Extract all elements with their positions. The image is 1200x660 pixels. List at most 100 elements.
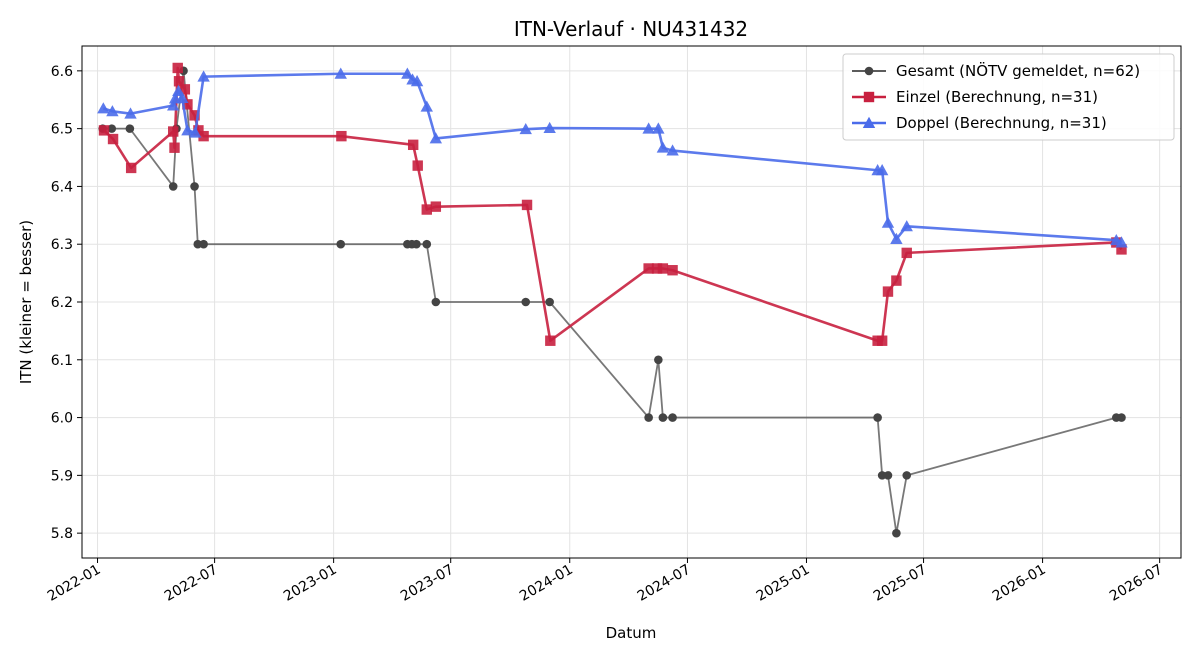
data-point xyxy=(643,263,654,274)
x-tick-label: 2025-07 xyxy=(871,562,930,605)
data-point xyxy=(651,263,663,274)
data-point xyxy=(420,100,433,112)
data-point xyxy=(652,122,665,134)
data-point xyxy=(642,122,655,134)
x-axis: 2022-01 2022-07 2023-01 2023-07 2024-01 2024-… xyxy=(45,558,1166,605)
data-point xyxy=(176,91,189,103)
data-point xyxy=(193,125,204,136)
data-point xyxy=(430,201,442,212)
data-point xyxy=(891,275,902,286)
data-point xyxy=(543,121,556,134)
data-point xyxy=(189,110,200,121)
y-tick-label: 6.5 xyxy=(51,122,73,138)
data-point xyxy=(198,130,209,142)
legend-label: Einzel (Berechnung, n=31) xyxy=(896,88,1098,106)
x-tick-label: 2022-01 xyxy=(45,562,104,605)
legend-box xyxy=(842,53,1175,141)
data-point xyxy=(902,471,912,480)
data-point xyxy=(334,67,347,79)
y-tick-label: 5.8 xyxy=(51,526,73,542)
legend-label: Gesamt (NÖTV gemeldet, n=62) xyxy=(896,61,1140,80)
data-point xyxy=(336,130,347,142)
series-0 xyxy=(98,66,1126,538)
data-point xyxy=(644,413,653,422)
data-point xyxy=(654,355,663,365)
data-point xyxy=(521,199,533,211)
data-point xyxy=(873,413,882,422)
legend-marker xyxy=(863,91,875,103)
data-point xyxy=(545,297,554,307)
x-tick-label: 2026-01 xyxy=(990,562,1049,605)
data-point xyxy=(882,286,894,297)
data-point xyxy=(179,84,191,95)
legend-marker xyxy=(862,116,876,128)
data-point xyxy=(97,102,110,114)
data-point xyxy=(421,204,432,215)
data-point xyxy=(98,125,110,136)
data-point xyxy=(429,132,443,144)
data-point xyxy=(172,62,183,74)
data-point xyxy=(521,297,531,307)
x-axis-label: Datum xyxy=(606,624,657,642)
series-2 xyxy=(97,67,1128,248)
x-tick-label: 2026-07 xyxy=(1107,562,1166,605)
data-point xyxy=(336,239,346,249)
legend-entry: Gesamt (NÖTV gemeldet, n=62) xyxy=(852,61,1140,80)
chart-title: ITN-Verlauf · NU431432 xyxy=(514,17,748,41)
y-axis: 5.8 5.9 6.0 6.1 6.2 6.3 6.4 6.5 6.6 xyxy=(51,64,82,542)
data-point xyxy=(188,126,202,138)
data-point xyxy=(182,99,193,110)
data-point xyxy=(401,67,414,79)
legend-label: Doppel (Berechnung, n=31) xyxy=(896,114,1107,132)
data-point xyxy=(169,142,180,153)
data-point xyxy=(431,297,441,307)
data-point xyxy=(890,232,903,244)
legend: Gesamt (NÖTV gemeldet, n=62) Einzel (Bere… xyxy=(842,53,1175,141)
data-point xyxy=(668,413,677,422)
data-point xyxy=(545,335,556,346)
y-tick-label: 6.2 xyxy=(51,295,73,311)
data-point xyxy=(881,216,895,228)
data-point xyxy=(1115,236,1128,248)
data-point xyxy=(667,265,678,276)
data-point xyxy=(1117,413,1126,422)
y-tick-label: 6.1 xyxy=(51,353,73,369)
data-point xyxy=(197,70,210,82)
legend-entry: Einzel (Berechnung, n=31) xyxy=(852,88,1098,106)
data-point xyxy=(167,99,180,111)
y-tick-label: 6.0 xyxy=(51,411,73,427)
data-point xyxy=(892,528,901,538)
legend-entry: Doppel (Berechnung, n=31) xyxy=(852,114,1107,132)
data-point xyxy=(410,75,424,87)
y-tick-label: 5.9 xyxy=(51,468,73,484)
data-point xyxy=(883,471,893,480)
data-point xyxy=(107,124,117,133)
x-tick-label: 2023-01 xyxy=(281,562,340,605)
data-point xyxy=(407,139,419,151)
data-point xyxy=(181,124,194,136)
x-tick-label: 2024-07 xyxy=(635,562,694,605)
x-tick-label: 2022-07 xyxy=(162,562,221,605)
data-point xyxy=(124,107,137,119)
data-point xyxy=(901,247,912,259)
data-point xyxy=(412,239,421,249)
x-tick-label: 2025-01 xyxy=(754,562,813,605)
legend-marker xyxy=(864,66,874,76)
data-point xyxy=(168,126,179,137)
data-point xyxy=(519,123,532,135)
y-tick-label: 6.3 xyxy=(51,237,73,253)
data-point xyxy=(422,239,432,249)
data-point xyxy=(1116,244,1127,255)
data-point xyxy=(876,335,888,346)
data-point xyxy=(900,220,913,232)
data-point xyxy=(125,162,137,174)
y-tick-label: 6.6 xyxy=(51,64,73,80)
data-point xyxy=(106,105,119,117)
series-layer xyxy=(97,62,1128,538)
data-point xyxy=(657,263,669,274)
y-tick-label: 6.4 xyxy=(51,179,73,195)
data-point xyxy=(658,413,668,422)
data-point xyxy=(107,133,119,145)
data-point xyxy=(190,182,199,191)
data-point xyxy=(168,182,178,191)
